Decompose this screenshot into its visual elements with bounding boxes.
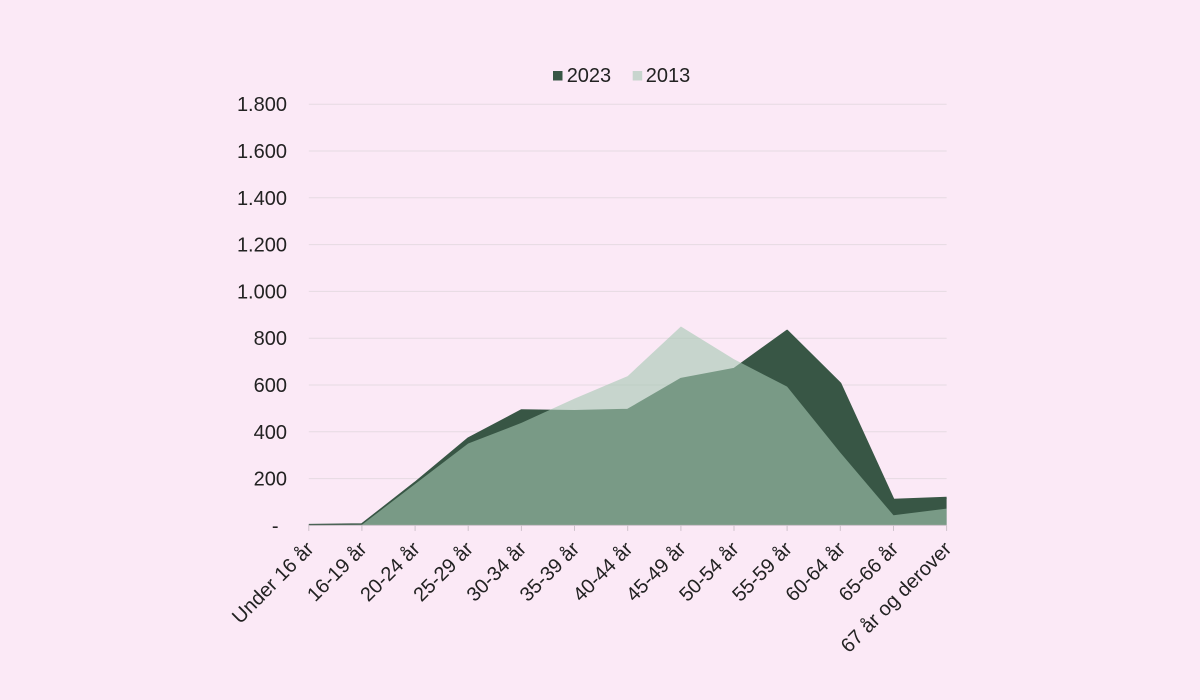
svg-text:2013: 2013 xyxy=(646,65,691,87)
svg-text:400: 400 xyxy=(254,422,287,444)
svg-text:2023: 2023 xyxy=(567,65,612,87)
svg-text:1.000: 1.000 xyxy=(237,281,287,303)
svg-text:-: - xyxy=(272,515,279,537)
svg-text:800: 800 xyxy=(254,328,287,350)
svg-text:600: 600 xyxy=(254,375,287,397)
svg-text:200: 200 xyxy=(254,469,287,491)
svg-text:1.800: 1.800 xyxy=(237,94,287,116)
svg-text:Under 16 år: Under 16 år xyxy=(228,538,318,628)
svg-text:1.400: 1.400 xyxy=(237,188,287,210)
svg-text:1.200: 1.200 xyxy=(237,235,287,257)
svg-text:1.600: 1.600 xyxy=(237,141,287,163)
